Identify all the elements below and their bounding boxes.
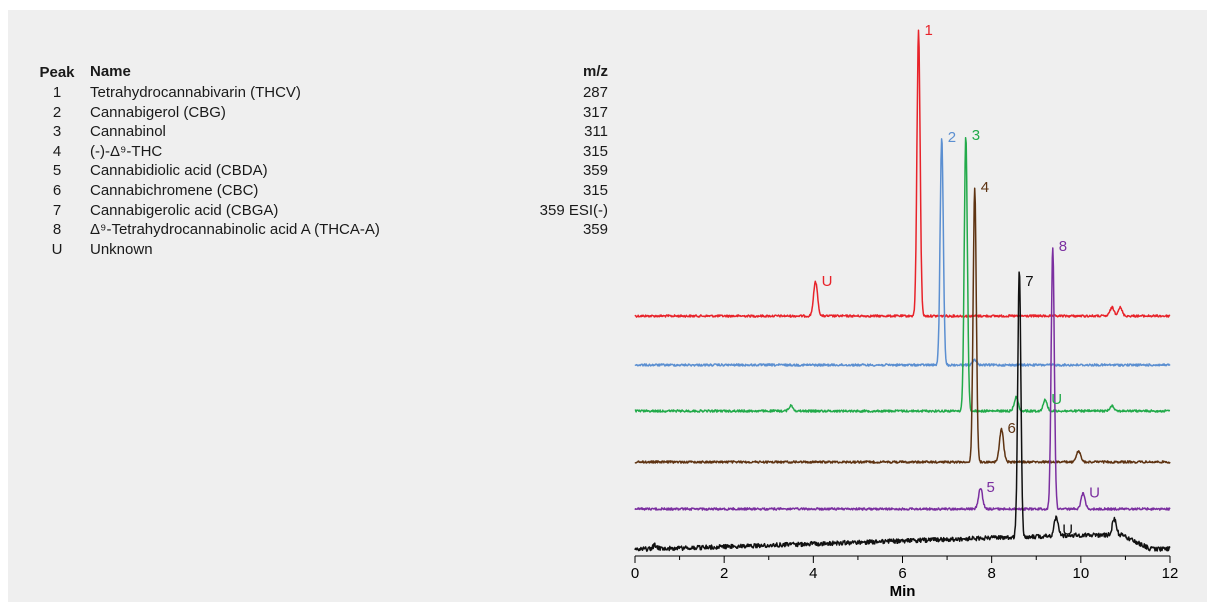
- x-tick-label: 4: [809, 565, 817, 582]
- x-tick-label: 10: [1072, 565, 1089, 582]
- row-name: Cannabidiolic acid (CBDA): [90, 162, 268, 180]
- trace-line-4: [634, 187, 1171, 464]
- header-peak: Peak: [39, 64, 75, 81]
- table-row: 6 Cannabichromene (CBC) 315: [36, 181, 612, 201]
- peak-label: 8: [1059, 238, 1067, 255]
- peak-label: 4: [981, 179, 989, 196]
- peak-label: U: [822, 273, 833, 290]
- table-row: 1 Tetrahydrocannabivarin (THCV) 287: [36, 83, 612, 103]
- row-name: Δ⁹-Tetrahydrocannabinolic acid A (THCA-A…: [90, 221, 380, 239]
- table-row: U Unknown: [36, 240, 612, 260]
- table-row: 3 Cannabinol 311: [36, 122, 612, 142]
- row-mz: 315: [582, 142, 608, 160]
- table-row: 4 (-)-Δ⁹-THC 315: [36, 142, 612, 162]
- row-name: Tetrahydrocannabivarin (THCV): [90, 84, 301, 101]
- peak-label: U: [1051, 391, 1062, 408]
- x-tick-label: 12: [1162, 565, 1179, 582]
- row-mz: 287: [582, 84, 608, 101]
- row-peak: 3: [52, 123, 62, 141]
- row-name: Cannabinol: [90, 123, 166, 141]
- x-axis: 0 2 4 6 8 10 12 Min: [631, 555, 1179, 600]
- row-name: Cannabigerolic acid (CBGA): [90, 201, 279, 219]
- x-axis-ticks: 0 2 4 6 8 10 12: [631, 556, 1179, 582]
- trace-line-6: [634, 271, 1171, 552]
- row-mz: 359: [582, 162, 608, 180]
- header-mz: m/z: [582, 63, 608, 80]
- row-mz: 311: [584, 123, 608, 141]
- row-peak: 8: [52, 221, 62, 239]
- x-tick-label: 2: [720, 565, 728, 582]
- row-mz: 317: [582, 103, 608, 121]
- row-peak: 2: [52, 103, 62, 121]
- row-peak: 7: [52, 201, 62, 219]
- trace-line-2: [634, 138, 1171, 367]
- row-name: Unknown: [90, 240, 153, 258]
- row-peak: 5: [52, 162, 62, 180]
- peak-labels: U 1 2 3 U 4 6 5 8 U 7 U: [822, 22, 1100, 538]
- row-peak: 1: [52, 84, 62, 101]
- peak-label: 3: [972, 127, 980, 144]
- row-name: Cannabichromene (CBC): [90, 181, 259, 199]
- trace-line-5: [634, 247, 1171, 511]
- row-name: (-)-Δ⁹-THC: [90, 142, 163, 160]
- chromatogram-traces: [634, 29, 1171, 552]
- peak-label: 7: [1025, 273, 1033, 290]
- trace-line-3: [634, 136, 1171, 413]
- figure-panel: [8, 10, 1207, 602]
- table-row: 5 Cannabidiolic acid (CBDA) 359: [36, 161, 612, 181]
- x-tick-label: 0: [631, 565, 639, 582]
- table-row: 2 Cannabigerol (CBG) 317: [36, 103, 612, 123]
- table-row: 7 Cannabigerolic acid (CBGA) 359 ESI(-): [36, 201, 612, 221]
- x-tick-label: 6: [898, 565, 906, 582]
- peak-label: 2: [948, 129, 956, 146]
- peak-label: 5: [987, 479, 995, 496]
- row-mz: 359: [582, 221, 608, 239]
- row-name: Cannabigerol (CBG): [90, 103, 226, 121]
- trace-line-1: [634, 29, 1171, 318]
- row-peak: U: [51, 240, 63, 258]
- header-name: Name: [90, 63, 131, 80]
- peak-table: Peak Name m/z 1 Tetrahydrocannabivarin (…: [36, 62, 612, 259]
- peak-label: 6: [1008, 420, 1016, 437]
- table-row: 8 Δ⁹-Tetrahydrocannabinolic acid A (THCA…: [36, 220, 612, 240]
- row-peak: 4: [52, 142, 62, 160]
- x-tick-label: 8: [987, 565, 995, 582]
- row-mz: 315: [582, 181, 608, 199]
- row-mz: 359 ESI(-): [539, 201, 608, 219]
- x-axis-title: Min: [890, 583, 916, 600]
- peak-table-header: Peak Name m/z: [36, 62, 612, 83]
- peak-label: 1: [925, 22, 933, 39]
- row-peak: 6: [52, 181, 62, 199]
- peak-label: U: [1089, 484, 1100, 501]
- peak-label: U: [1062, 521, 1073, 538]
